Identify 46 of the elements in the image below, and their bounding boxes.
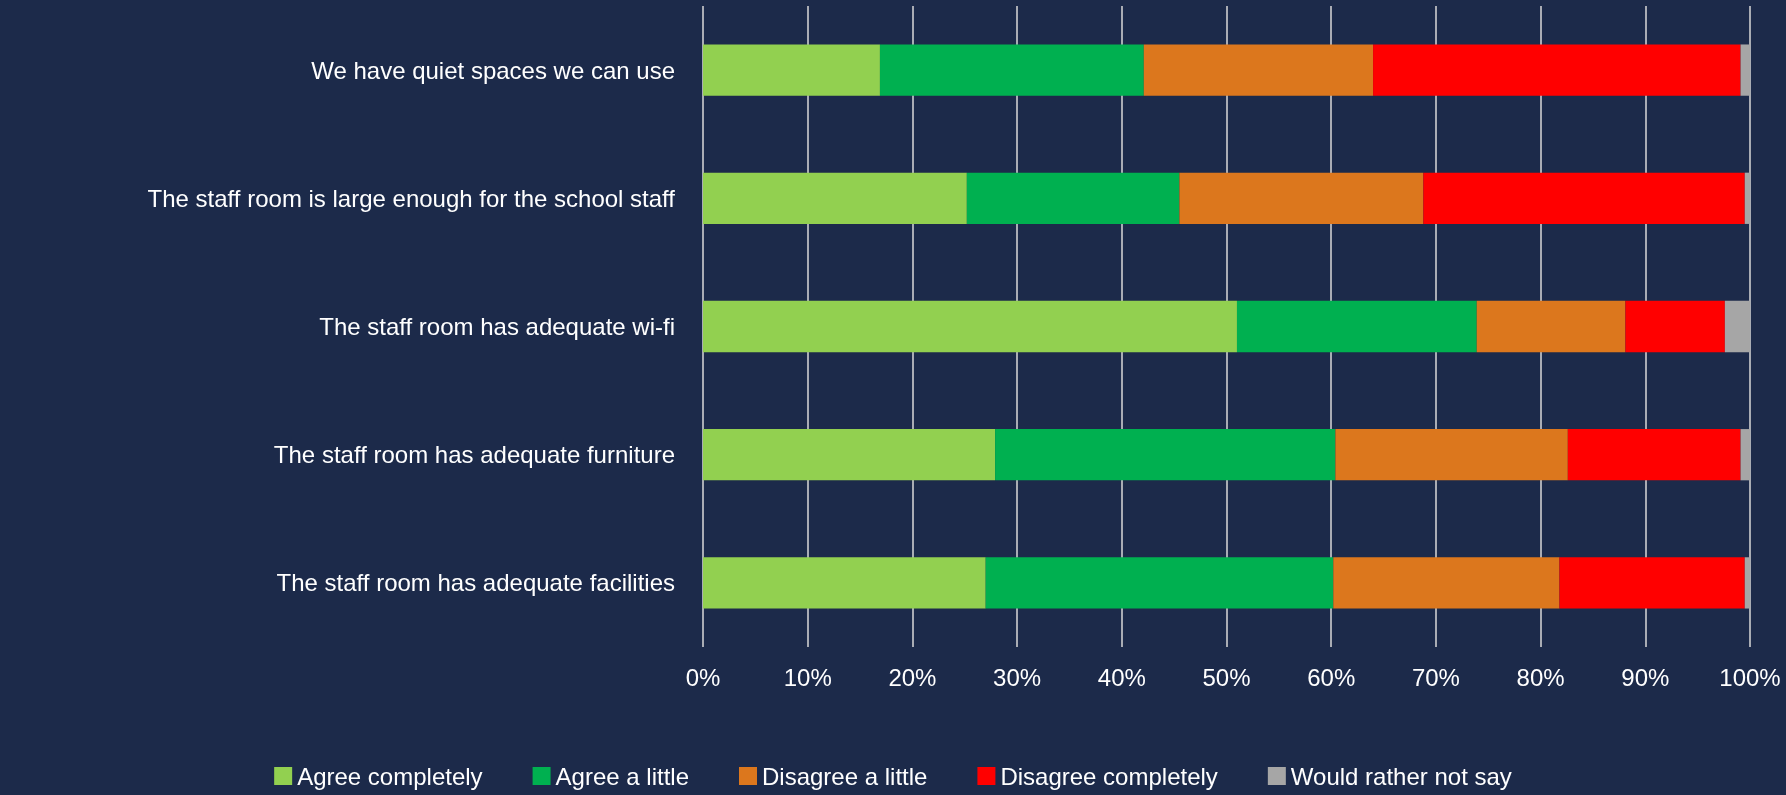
bar (1333, 557, 1560, 609)
x-tick-label: 10% (783, 663, 832, 691)
bar (703, 429, 996, 481)
y-tick-label: The staff room has adequate furniture (273, 441, 675, 469)
x-tick-label: 90% (1621, 663, 1670, 691)
bar (995, 429, 1336, 481)
legend-label: Would rather not say (1290, 762, 1512, 790)
bar (1567, 429, 1741, 481)
legend-label: Disagree completely (1000, 762, 1218, 790)
bar (1476, 300, 1626, 353)
bar (1744, 172, 1750, 224)
bar (703, 172, 967, 224)
bar (1143, 44, 1374, 96)
x-tick-label: 20% (888, 663, 937, 691)
x-tick-label: 30% (993, 663, 1042, 691)
bar (1744, 557, 1750, 609)
bar (703, 557, 986, 609)
x-tick-label: 100% (1719, 663, 1781, 691)
bar (1179, 172, 1424, 224)
bar (703, 300, 1237, 353)
x-tick-label: 80% (1516, 663, 1565, 691)
bar (1335, 429, 1568, 481)
bar (1724, 300, 1750, 353)
bar (703, 44, 880, 96)
x-tick-label: 50% (1202, 663, 1251, 691)
bar (1740, 44, 1750, 96)
bar (1236, 300, 1477, 353)
y-tick-label: The staff room has adequate facilities (276, 569, 675, 597)
y-tick-label: The staff room has adequate wi-fi (319, 313, 675, 340)
x-tick-label: 70% (1411, 663, 1460, 691)
x-tick-label: 40% (1097, 663, 1146, 691)
bar (966, 172, 1180, 224)
bar (1373, 44, 1741, 96)
y-tick-label: We have quiet spaces we can use (311, 56, 675, 84)
x-tick-label: 60% (1307, 663, 1356, 691)
bar (1625, 300, 1725, 353)
bar (879, 44, 1144, 96)
legend-label: Agree a little (555, 762, 689, 790)
bar (1740, 429, 1750, 481)
x-tick-label: 0% (685, 663, 721, 691)
bar (985, 557, 1334, 609)
legend-label: Disagree a little (761, 762, 928, 790)
bar (1559, 557, 1745, 609)
y-tick-label: The staff room is large enough for the school staff (147, 184, 676, 212)
legend-label: Agree completely (297, 762, 483, 790)
bar (1423, 172, 1745, 224)
